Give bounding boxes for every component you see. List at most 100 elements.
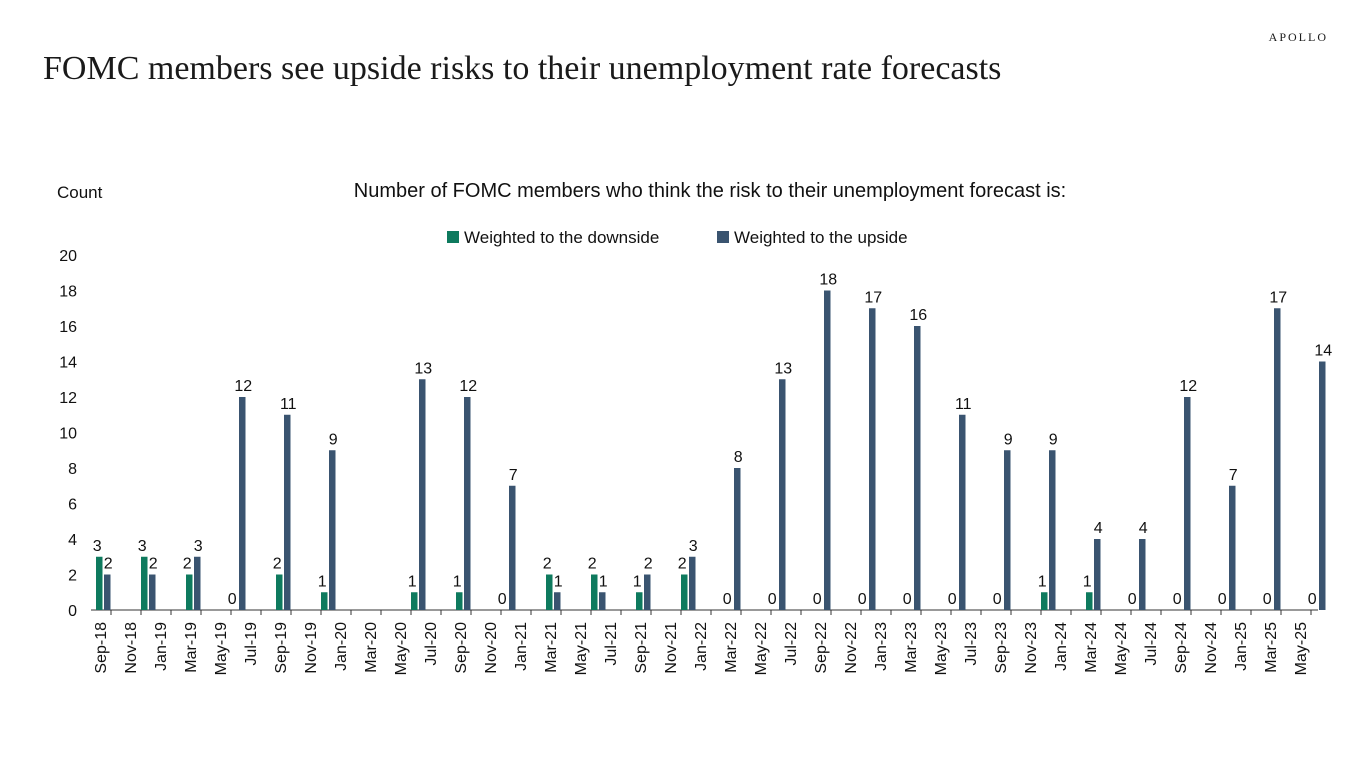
bar-upside xyxy=(1004,450,1011,610)
bar-downside xyxy=(1086,592,1093,610)
x-tick-label: Nov-20 xyxy=(483,622,500,674)
y-tick-label: 0 xyxy=(68,603,77,620)
data-label-upside: 3 xyxy=(689,538,698,555)
bar-downside xyxy=(546,574,553,610)
data-label-downside: 0 xyxy=(993,591,1002,608)
data-label-upside: 11 xyxy=(955,396,972,413)
data-label-downside: 0 xyxy=(1218,591,1227,608)
data-label-upside: 9 xyxy=(1049,431,1058,448)
x-tick-label: Nov-18 xyxy=(123,622,140,674)
bar-downside xyxy=(141,556,148,610)
x-tick-label: May-19 xyxy=(213,622,230,675)
data-label-downside: 0 xyxy=(903,591,912,608)
data-label-upside: 8 xyxy=(734,449,743,466)
bar-upside xyxy=(554,592,561,610)
x-tick-label: Jul-23 xyxy=(963,622,980,666)
x-tick-label: May-23 xyxy=(933,622,950,675)
brand-logo: APOLLO xyxy=(1268,30,1328,44)
bar-downside xyxy=(411,592,418,610)
x-tick-label: Jan-22 xyxy=(693,622,710,671)
data-label-upside: 9 xyxy=(329,431,338,448)
data-label-downside: 0 xyxy=(498,591,507,608)
x-tick-label: Jan-20 xyxy=(333,622,350,671)
x-tick-label: Jul-19 xyxy=(243,622,260,666)
data-label-downside: 1 xyxy=(1038,573,1047,590)
data-label-upside: 14 xyxy=(1314,343,1332,360)
data-label-upside: 12 xyxy=(1179,378,1197,395)
y-tick-label: 2 xyxy=(68,568,77,585)
data-label-upside: 1 xyxy=(554,573,563,590)
x-tick-label: Jul-22 xyxy=(783,622,800,666)
y-tick-label: 4 xyxy=(68,532,77,549)
data-label-downside: 1 xyxy=(408,573,417,590)
data-label-downside: 1 xyxy=(633,573,642,590)
bar-upside xyxy=(149,574,156,610)
y-tick-label: 14 xyxy=(59,355,77,372)
bar-downside xyxy=(276,574,283,610)
data-label-upside: 3 xyxy=(194,538,203,555)
y-tick-label: 18 xyxy=(59,284,77,301)
x-tick-label: Jul-20 xyxy=(423,622,440,666)
x-tick-label: Jan-24 xyxy=(1053,622,1070,671)
data-label-upside: 4 xyxy=(1139,520,1148,537)
x-tick-label: Mar-19 xyxy=(183,622,200,673)
x-tick-label: Jan-21 xyxy=(513,622,530,671)
legend-swatch-downside xyxy=(447,231,459,243)
data-label-upside: 16 xyxy=(909,307,927,324)
data-label-downside: 2 xyxy=(543,556,552,573)
x-axis-ticks: Sep-18 Nov-18 Jan-19 Mar-19 May-19 Jul-19 Sep-… xyxy=(93,610,1312,675)
data-label-downside: 0 xyxy=(813,591,822,608)
bar-downside xyxy=(681,574,688,610)
x-tick-label: Mar-21 xyxy=(543,622,560,673)
data-label-upside: 17 xyxy=(1269,289,1287,306)
x-tick-label: Nov-21 xyxy=(663,622,680,674)
data-label-downside: 0 xyxy=(723,591,732,608)
chart-title: Number of FOMC members who think the ris… xyxy=(354,180,1066,202)
data-label-upside: 12 xyxy=(459,378,477,395)
bar-upside xyxy=(1049,450,1056,610)
data-label-upside: 17 xyxy=(864,289,882,306)
legend-label-downside: Weighted to the downside xyxy=(464,228,659,247)
bar-upside xyxy=(1229,485,1236,610)
data-label-upside: 2 xyxy=(644,556,653,573)
x-tick-label: Nov-24 xyxy=(1203,622,1220,674)
data-label-downside: 0 xyxy=(948,591,957,608)
x-tick-label: Nov-22 xyxy=(843,622,860,674)
x-tick-label: Sep-24 xyxy=(1173,622,1190,674)
data-label-upside: 2 xyxy=(149,556,158,573)
bar-upside xyxy=(329,450,336,610)
x-tick-label: Mar-22 xyxy=(723,622,740,673)
y-tick-label: 10 xyxy=(59,426,77,443)
data-label-upside: 12 xyxy=(234,378,252,395)
data-label-upside: 13 xyxy=(774,360,792,377)
bar-upside xyxy=(734,468,741,610)
x-tick-label: Jul-21 xyxy=(603,622,620,666)
x-tick-label: Sep-18 xyxy=(93,622,110,674)
bar-downside xyxy=(321,592,328,610)
page-headline: FOMC members see upside risks to their u… xyxy=(43,50,1002,87)
x-tick-label: Mar-24 xyxy=(1083,622,1100,673)
data-label-downside: 0 xyxy=(858,591,867,608)
data-label-downside: 0 xyxy=(1263,591,1272,608)
bar-downside xyxy=(456,592,463,610)
data-label-upside: 4 xyxy=(1094,520,1103,537)
data-label-upside: 1 xyxy=(599,573,608,590)
x-tick-label: Sep-21 xyxy=(633,622,650,674)
data-label-downside: 3 xyxy=(138,538,147,555)
x-tick-label: Nov-23 xyxy=(1023,622,1040,674)
bar-downside xyxy=(636,592,643,610)
x-tick-label: Sep-22 xyxy=(813,622,830,674)
y-tick-label: 6 xyxy=(68,497,77,514)
bar-upside xyxy=(959,414,966,610)
bar-upside xyxy=(599,592,606,610)
y-tick-label: 12 xyxy=(59,390,77,407)
x-tick-label: May-21 xyxy=(573,622,590,675)
data-label-upside: 7 xyxy=(509,467,518,484)
bar-upside xyxy=(869,308,876,610)
data-label-downside: 0 xyxy=(1128,591,1137,608)
bar-upside xyxy=(284,414,291,610)
x-tick-label: May-20 xyxy=(393,622,410,675)
x-tick-label: Sep-19 xyxy=(273,622,290,674)
x-tick-label: May-24 xyxy=(1113,622,1130,675)
bar-upside xyxy=(1139,539,1146,610)
